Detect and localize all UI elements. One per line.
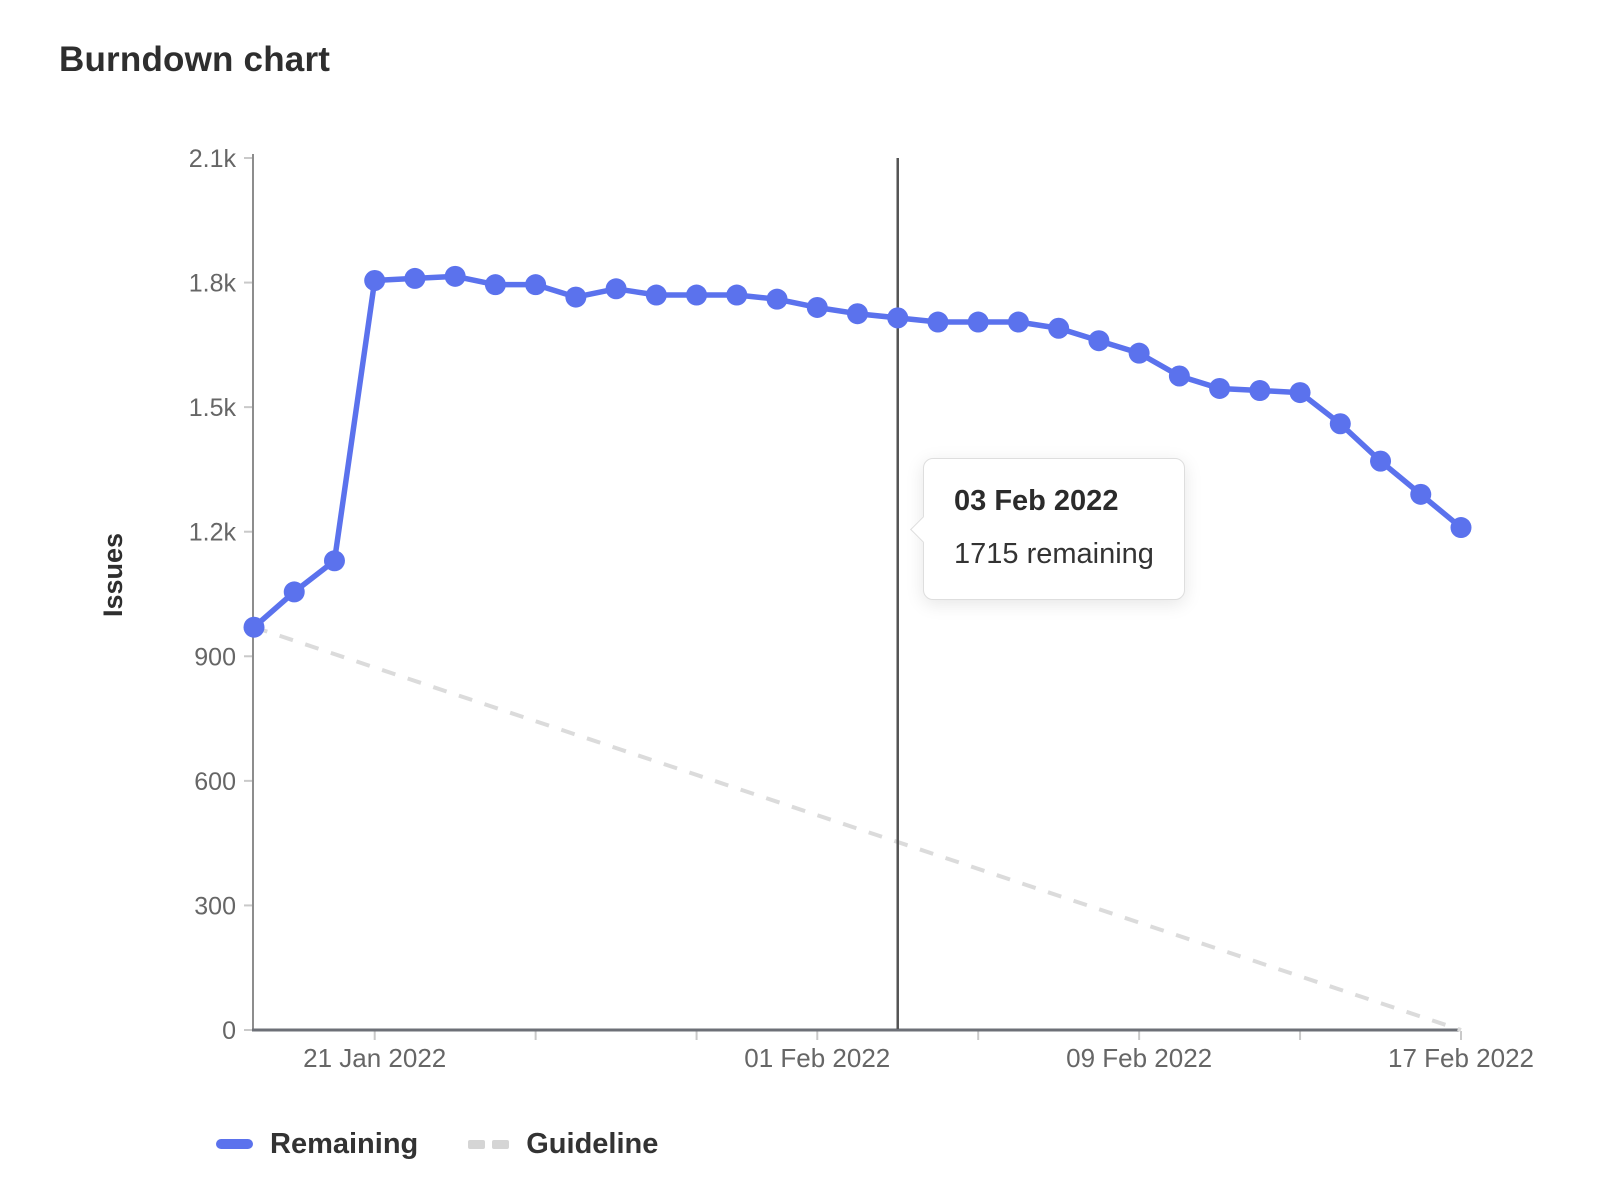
data-point[interactable] xyxy=(565,286,587,308)
data-point[interactable] xyxy=(484,274,506,296)
data-point[interactable] xyxy=(967,311,989,333)
x-axis-tick-label: 21 Jan 2022 xyxy=(303,1043,446,1073)
data-point[interactable] xyxy=(323,550,345,572)
y-axis-tick-label: 2.1k xyxy=(189,145,237,173)
data-point[interactable] xyxy=(1007,311,1029,333)
data-point[interactable] xyxy=(1410,483,1432,505)
page-title: Burndown chart xyxy=(59,40,331,79)
x-axis-tick-label: 01 Feb 2022 xyxy=(744,1043,890,1073)
data-point[interactable] xyxy=(1088,330,1110,352)
data-point[interactable] xyxy=(766,288,788,310)
y-axis-tick-label: 900 xyxy=(194,643,236,671)
data-point[interactable] xyxy=(364,269,386,291)
y-axis-tick-label: 1.2k xyxy=(189,519,237,547)
data-point[interactable] xyxy=(1450,517,1472,539)
data-point[interactable] xyxy=(1209,377,1231,399)
remaining-line-swatch-icon xyxy=(216,1139,253,1149)
y-axis-title: Issues xyxy=(98,532,128,618)
x-axis-tick-label: 17 Feb 2022 xyxy=(1388,1043,1534,1073)
y-axis-tick-label: 0 xyxy=(222,1017,236,1045)
data-point[interactable] xyxy=(283,581,305,603)
legend-item-remaining[interactable]: Remaining xyxy=(216,1128,418,1161)
data-point[interactable] xyxy=(645,284,667,306)
data-point[interactable] xyxy=(444,265,466,287)
guideline-dash-swatch-icon xyxy=(468,1139,510,1149)
remaining-line xyxy=(251,273,1464,630)
x-axis-tick-label: 09 Feb 2022 xyxy=(1066,1043,1212,1073)
tooltip-date: 03 Feb 2022 xyxy=(954,485,1119,517)
chart-tooltip: 03 Feb 2022 1715 remaining xyxy=(910,458,1185,600)
guideline-line xyxy=(253,625,1462,1032)
y-axis-tick-label: 300 xyxy=(194,892,236,920)
data-point[interactable] xyxy=(686,284,708,306)
legend-label-remaining: Remaining xyxy=(270,1127,419,1160)
data-point[interactable] xyxy=(1048,317,1070,339)
legend-label-guideline: Guideline xyxy=(526,1127,659,1160)
legend-item-guideline[interactable]: Guideline xyxy=(468,1128,658,1161)
y-axis-tick-label: 600 xyxy=(194,768,236,796)
data-point[interactable] xyxy=(404,267,426,289)
data-point[interactable] xyxy=(806,296,828,318)
data-point[interactable] xyxy=(1329,413,1351,435)
data-point[interactable] xyxy=(927,311,949,333)
data-point[interactable] xyxy=(1128,342,1150,364)
chart-legend: Remaining Guideline xyxy=(216,1126,658,1162)
data-point[interactable] xyxy=(1249,380,1271,402)
y-axis-tick-label: 1.5k xyxy=(189,394,237,422)
data-point[interactable] xyxy=(887,307,909,329)
y-axis-tick-label: 1.8k xyxy=(189,270,237,298)
data-point[interactable] xyxy=(726,284,748,306)
tooltip-value: 1715 remaining xyxy=(954,538,1154,570)
data-point[interactable] xyxy=(605,278,627,300)
data-point[interactable] xyxy=(525,274,547,296)
data-point[interactable] xyxy=(243,616,265,638)
data-point[interactable] xyxy=(1168,365,1190,387)
data-point[interactable] xyxy=(1370,450,1392,472)
data-point[interactable] xyxy=(847,303,868,325)
data-point[interactable] xyxy=(1289,382,1311,404)
